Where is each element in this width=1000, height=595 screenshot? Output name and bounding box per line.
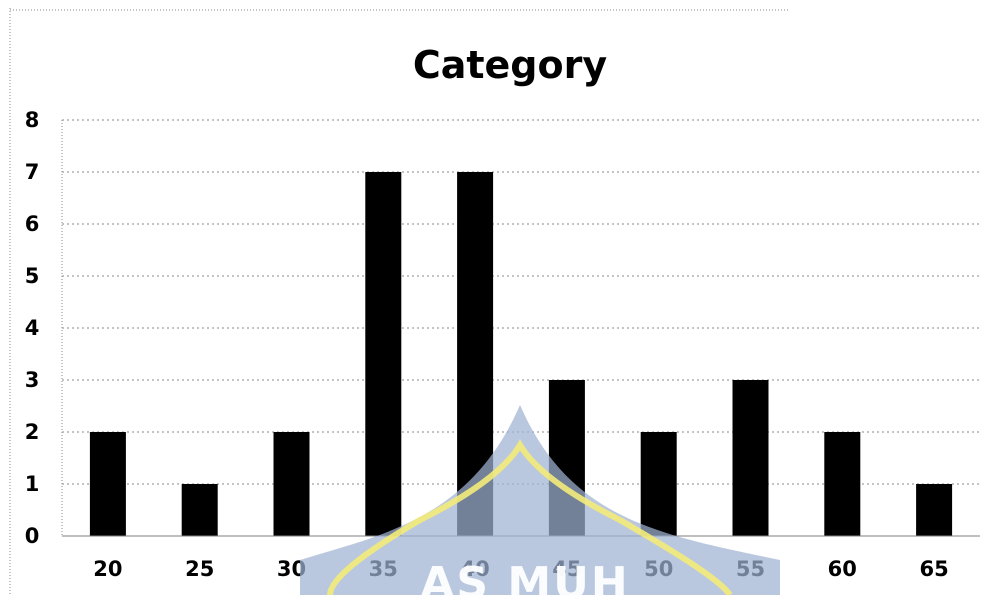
y-tick-label: 8 [25,108,40,132]
y-tick-label: 3 [25,368,40,392]
x-tick-label: 25 [185,557,214,581]
y-tick-label: 4 [25,316,40,340]
y-tick-label: 6 [25,212,40,236]
watermark-logo: AS MUH [300,405,780,595]
watermark-outline [327,439,733,595]
y-axis-tick-labels: 0 1 2 3 4 5 6 7 8 [25,108,40,548]
bar-30 [273,432,310,536]
y-tick-label: 0 [25,524,40,548]
bar-55 [732,380,769,536]
watermark-text: AS MUH [420,558,629,595]
x-tick-label: 20 [93,557,122,581]
bar-35 [365,172,402,536]
bar-20 [89,432,126,536]
watermark-dome [300,405,780,595]
bar-50 [640,432,677,536]
bar-25 [181,484,218,536]
bar-65 [916,484,953,536]
chart-title: Category [413,43,608,87]
y-tick-label: 7 [25,160,40,184]
bar-60 [824,432,861,536]
bars [89,172,953,536]
y-tick-label: 5 [25,264,40,288]
y-tick-label: 1 [25,472,40,496]
x-tick-label: 65 [919,557,948,581]
y-tick-label: 2 [25,420,40,444]
x-tick-label: 60 [828,557,857,581]
